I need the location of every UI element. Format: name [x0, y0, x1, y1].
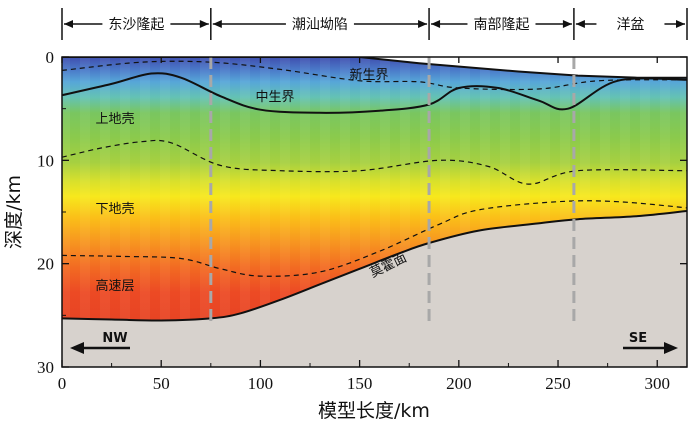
label-lower-crust: 下地壳	[95, 202, 134, 217]
region-header: 东沙隆起 潮汕坳陷 南部隆起 洋盆	[61, 8, 688, 40]
region-arrowhead-right-icon	[418, 20, 428, 28]
label-upper-crust: 上地壳	[95, 112, 134, 127]
region-arrowhead-right-icon	[199, 20, 209, 28]
mantle-region	[62, 211, 687, 367]
region-label-1: 潮汕坳陷	[292, 17, 348, 33]
se-arrow: SE	[623, 331, 678, 354]
x-tick-label-3: 150	[347, 374, 373, 393]
region-label-2: 南部隆起	[473, 17, 529, 33]
region-arrowhead-left-icon	[212, 20, 222, 28]
x-tick-label-1: 50	[153, 374, 170, 393]
x-tick-label-0: 0	[58, 374, 67, 393]
region-boundaries	[209, 57, 576, 325]
y-axis-title: 深度/km	[3, 175, 25, 249]
region-arrowhead-left-icon	[64, 20, 73, 28]
label-cenozoic: 新生界	[349, 67, 388, 83]
y-tick-label-2: 20	[37, 255, 54, 274]
y-axis: 0 10 20 30	[37, 48, 687, 377]
region-arrowhead-right-icon	[562, 20, 572, 28]
mesozoic-top-line	[62, 72, 687, 114]
y-tick-label-1: 10	[37, 151, 54, 170]
nw-arrowhead-icon	[70, 342, 84, 354]
label-high-speed-layer: 高速层	[95, 278, 134, 294]
y-tick-label-0: 0	[46, 48, 55, 67]
x-tick-label-6: 300	[644, 374, 670, 393]
x-tick-label-5: 250	[545, 374, 571, 393]
region-arrowhead-left-icon	[575, 20, 585, 28]
x-tick-label-2: 100	[248, 374, 274, 393]
x-tick-label-4: 200	[446, 374, 472, 393]
high-speed-layer-top-dashed-line	[62, 200, 687, 277]
moho-line	[62, 210, 687, 322]
label-mesozoic: 中生界	[255, 90, 294, 105]
seafloor-line	[62, 57, 687, 79]
region-arrowhead-right-icon	[676, 20, 685, 28]
x-axis-title: 模型长度/km	[318, 400, 430, 422]
x-axis: 0 50 100 150 200 250 300	[58, 57, 670, 393]
region-label-0: 东沙隆起	[108, 17, 164, 33]
se-arrowhead-icon	[664, 342, 678, 354]
se-label: SE	[629, 331, 647, 346]
nw-label: NW	[102, 331, 127, 346]
y-tick-label-3: 30	[37, 358, 54, 377]
region-arrowhead-left-icon	[431, 20, 441, 28]
water-column	[62, 57, 687, 78]
nw-arrow: NW	[70, 331, 130, 354]
upper-lower-crust-dashed-line	[62, 139, 687, 185]
region-label-3: 洋盆	[616, 17, 644, 33]
